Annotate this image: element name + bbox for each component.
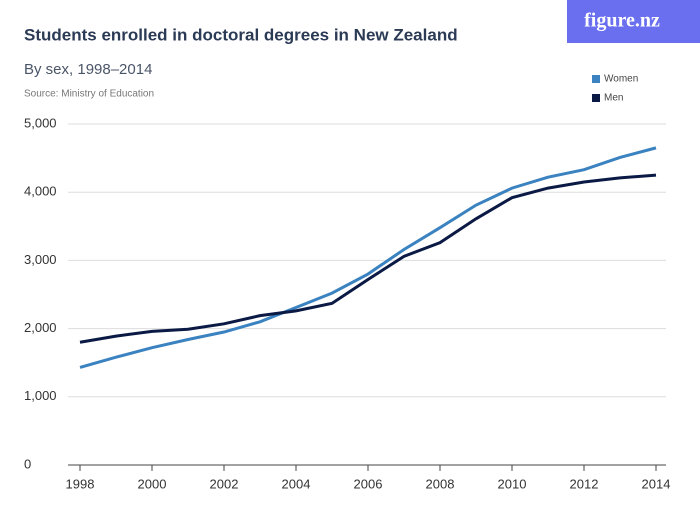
x-tick-label: 2004 bbox=[282, 476, 311, 491]
x-tick-label: 2010 bbox=[498, 476, 527, 491]
subtitle: By sex, 1998–2014 bbox=[24, 61, 152, 78]
y-tick-label: 1,000 bbox=[24, 388, 57, 403]
y-tick-label: 0 bbox=[24, 456, 31, 471]
x-tick-label: 2000 bbox=[138, 476, 167, 491]
x-tick-label: 2012 bbox=[570, 476, 599, 491]
x-tick-label: 2014 bbox=[642, 476, 671, 491]
y-tick-label: 2,000 bbox=[24, 320, 57, 335]
x-tick-label: 2002 bbox=[210, 476, 239, 491]
x-tick-label: 1998 bbox=[66, 476, 95, 491]
legend-label: Men bbox=[604, 93, 623, 104]
legend-swatch bbox=[592, 75, 600, 83]
legend-label: Women bbox=[604, 74, 638, 85]
y-tick-label: 5,000 bbox=[24, 115, 57, 130]
x-tick-label: 2008 bbox=[426, 476, 455, 491]
y-tick-label: 3,000 bbox=[24, 252, 57, 267]
source: Source: Ministry of Education bbox=[24, 89, 154, 100]
chart-title: Students enrolled in doctoral degrees in… bbox=[24, 25, 458, 44]
line bbox=[79, 173, 657, 344]
legend-swatch bbox=[592, 94, 600, 102]
logo: figure.nz bbox=[584, 10, 660, 32]
logo-box bbox=[567, 0, 700, 43]
line bbox=[79, 146, 657, 369]
y-tick-label: 4,000 bbox=[24, 184, 57, 199]
x-tick-label: 2006 bbox=[354, 476, 383, 491]
